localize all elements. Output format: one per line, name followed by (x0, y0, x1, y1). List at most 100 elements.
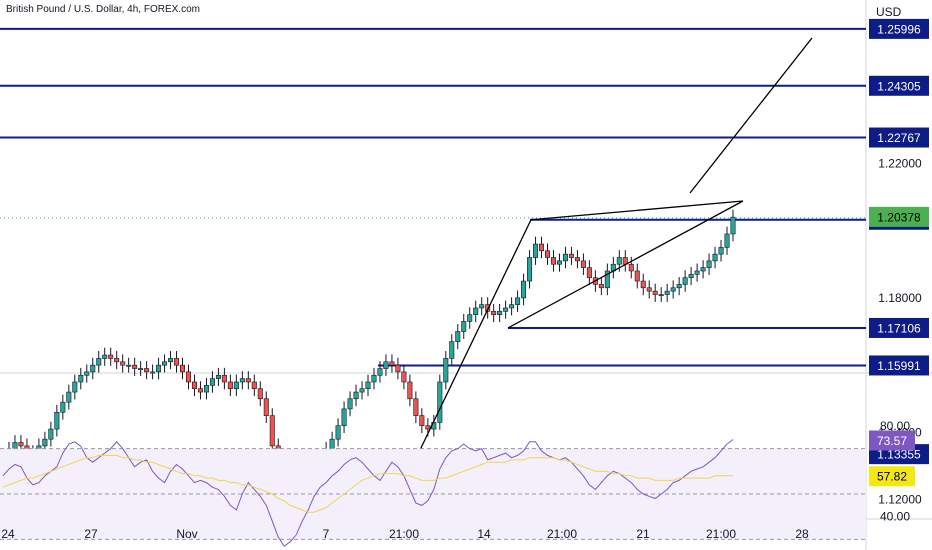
candle-body (407, 381, 413, 400)
rsi-tick-label: 80.00 (880, 419, 910, 433)
candle-body (586, 267, 592, 278)
candle-body (652, 290, 658, 295)
candle-body (634, 270, 640, 282)
level-price-label: 1.22767 (877, 131, 921, 145)
candle-body (724, 233, 730, 248)
candle-body (377, 368, 383, 376)
candle-body (461, 321, 467, 332)
candle-body (449, 341, 455, 359)
level-price-tag (869, 127, 929, 148)
level-price-tag (869, 355, 929, 376)
candle-body (604, 270, 610, 289)
candle-body (138, 368, 144, 371)
chart-title: British Pound / U.S. Dollar, 4h, FOREX.c… (6, 4, 200, 15)
candle-body (485, 304, 491, 312)
candle-body (670, 287, 676, 292)
trendline (417, 219, 532, 455)
candle-body (335, 425, 341, 440)
candle-body (239, 378, 245, 383)
candle-body (120, 361, 126, 366)
candle-body (437, 381, 443, 423)
level-price-tag (869, 18, 929, 39)
candle-body (568, 253, 574, 258)
candle-body (473, 307, 479, 315)
trendline (507, 200, 744, 329)
level-price-tag (869, 75, 929, 96)
candle-body (359, 388, 365, 393)
candle-body (616, 257, 622, 265)
candle-body (66, 391, 72, 403)
candle-body (491, 311, 497, 315)
candle-body (245, 378, 251, 383)
candle-body (676, 284, 682, 289)
candle-body (341, 408, 347, 427)
time-tick-label: Nov (176, 527, 197, 541)
time-tick-label: 7 (323, 527, 330, 541)
candle-body (598, 284, 604, 289)
trendline (530, 200, 744, 221)
time-tick-label: 14 (477, 527, 491, 541)
candle-body (18, 442, 24, 447)
candle-body (730, 216, 736, 235)
candle-body (539, 243, 545, 252)
candle-body (718, 247, 724, 255)
candle-body (479, 304, 485, 309)
candle-body (168, 358, 174, 363)
candle-body (48, 428, 54, 440)
candle-body (209, 378, 215, 386)
candle-body (185, 371, 191, 383)
candle-body (389, 361, 395, 366)
candle-body (257, 388, 263, 400)
price-tick-label: 1.22000 (878, 156, 922, 170)
candle-body (60, 401, 66, 413)
rsi-tick-label: 40.00 (880, 510, 910, 524)
candle-body (365, 381, 371, 390)
candle-body (706, 260, 712, 268)
last-price-label: 1.20378 (877, 210, 921, 224)
candle-body (383, 361, 389, 369)
candle-body (78, 374, 84, 383)
candle-body (54, 411, 60, 430)
candle-body (144, 368, 150, 373)
candle-body (96, 358, 102, 366)
candle-body (126, 364, 132, 367)
candle-body (574, 257, 580, 262)
time-tick-label: 21 (636, 527, 650, 541)
candle-body (497, 311, 503, 315)
candle-body (132, 364, 138, 369)
candle-body (174, 358, 180, 366)
time-tick-label: 27 (84, 527, 98, 541)
candle-body (455, 331, 461, 342)
level-price-tag (869, 317, 929, 338)
level-price-label: 1.17106 (877, 321, 921, 335)
candle-body (102, 354, 108, 359)
level-price-label: 1.13355 (877, 448, 921, 462)
candle-body (180, 364, 186, 373)
candle-body (227, 381, 233, 390)
candle-body (664, 290, 670, 295)
level-price-label: 1.24305 (877, 79, 921, 93)
candle-body (443, 358, 449, 383)
level-price-label: 1.25996 (877, 22, 921, 36)
time-tick-label: 21:00 (389, 527, 419, 541)
candle-body (72, 381, 78, 393)
time-tick-label: 28 (795, 527, 809, 541)
candle-body (371, 374, 377, 383)
candle-body (658, 294, 664, 297)
candle-body (215, 374, 221, 379)
rsi-ma-line (2, 454, 733, 513)
candle-body (395, 364, 401, 373)
candle-body (425, 425, 431, 430)
candle-body (533, 243, 539, 258)
candle-body (221, 374, 227, 383)
candle-body (640, 280, 646, 289)
candle-body (347, 398, 353, 410)
candle-body (712, 253, 718, 262)
candle-body (251, 381, 257, 390)
currency-label: USD (876, 5, 902, 19)
level-price-label: 1.15991 (877, 359, 921, 373)
candle-body (413, 398, 419, 416)
candle-body (688, 274, 694, 278)
